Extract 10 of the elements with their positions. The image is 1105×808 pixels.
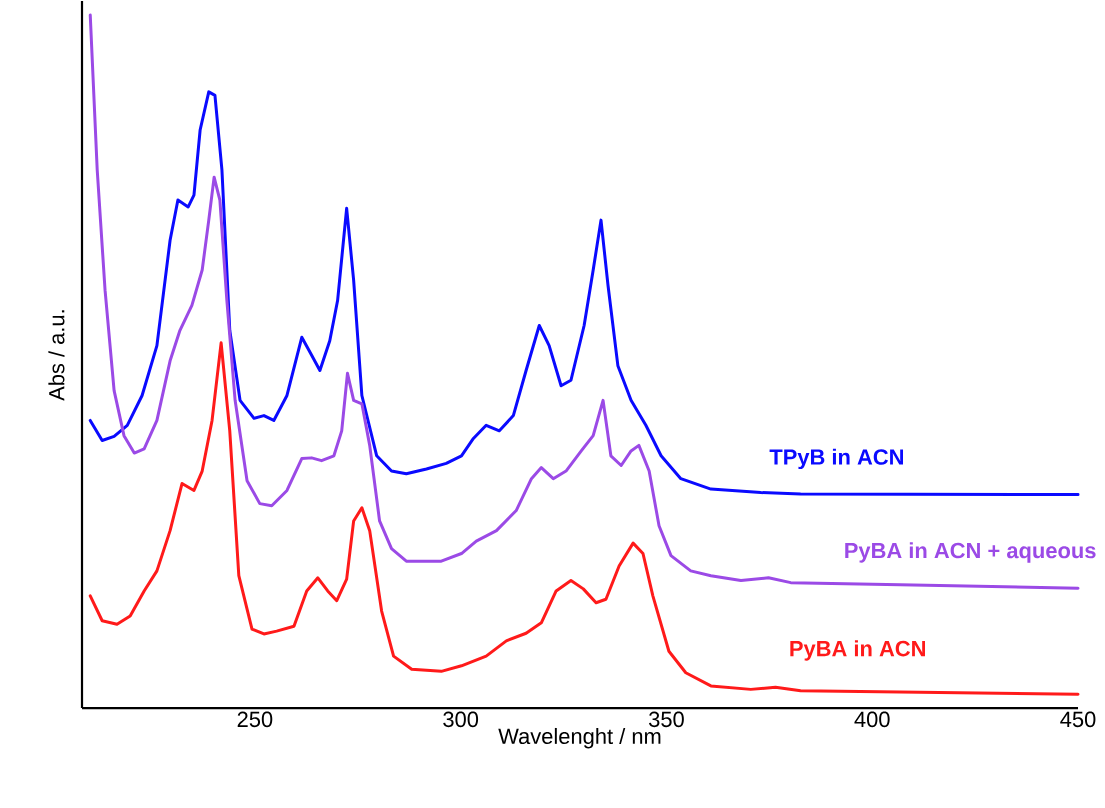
x-tick-label: 350 — [648, 711, 684, 728]
x-tick-label: 450 — [1060, 711, 1096, 728]
series-label: TPyB in ACN — [769, 448, 903, 470]
series-label: PyBA in ACN — [790, 640, 925, 661]
x-tick-label: 400 — [854, 711, 890, 728]
x-axis-title: Wavelenght / nm — [498, 727, 661, 749]
series-label: PyBA in ACN + aqueous — [845, 542, 1096, 563]
y-axis-title: Abs / a.u. — [48, 310, 65, 401]
x-tick-label: 250 — [237, 711, 273, 728]
x-tick-label: 300 — [443, 711, 479, 728]
